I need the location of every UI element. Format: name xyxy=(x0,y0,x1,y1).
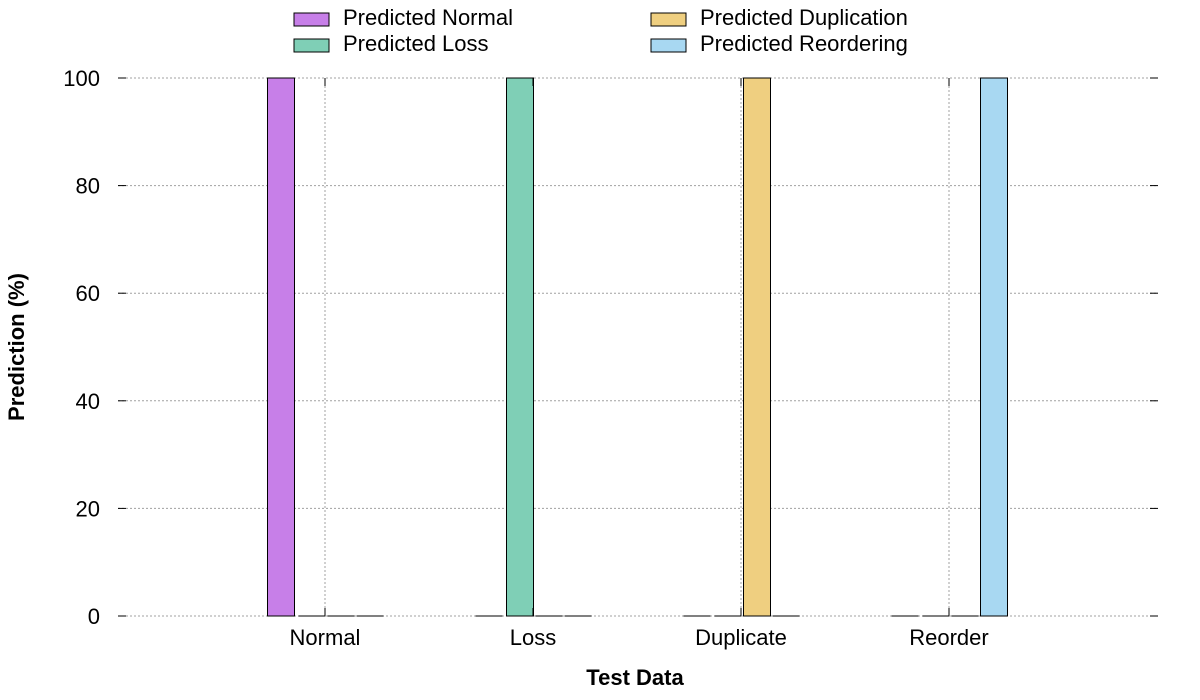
x-tick-labels: Normal Loss Duplicate Reorder xyxy=(290,625,989,650)
y-tick-label: 20 xyxy=(76,496,100,521)
legend-label: Predicted Duplication xyxy=(700,5,908,30)
y-tick-label: 0 xyxy=(88,604,100,629)
y-tick-label: 40 xyxy=(76,389,100,414)
legend-swatch xyxy=(650,38,687,53)
y-tick-labels: 0 20 40 60 80 100 xyxy=(63,66,100,629)
x-tick-label: Normal xyxy=(290,625,361,650)
legend-swatch xyxy=(650,12,687,27)
y-tick-label: 100 xyxy=(63,66,100,91)
bar-predicted-reordering-reorder xyxy=(980,77,1008,617)
axes-group xyxy=(118,77,1158,617)
x-tick-label: Duplicate xyxy=(695,625,787,650)
y-axis-title: Prediction (%) xyxy=(4,273,29,421)
bar-predicted-duplication-duplicate xyxy=(743,77,771,617)
y-tick-label: 80 xyxy=(76,174,100,199)
x-tick-label: Reorder xyxy=(909,625,988,650)
bars-group xyxy=(267,77,1008,617)
legend-swatch xyxy=(293,12,330,27)
x-axis-title: Test Data xyxy=(586,665,684,690)
legend-swatch xyxy=(293,38,330,53)
legend-label: Predicted Normal xyxy=(343,5,513,30)
legend-label: Predicted Loss xyxy=(343,31,489,56)
x-tick-label: Loss xyxy=(510,625,556,650)
y-tick-label: 60 xyxy=(76,281,100,306)
bar-predicted-loss-loss xyxy=(506,77,534,617)
bar-predicted-normal-normal xyxy=(267,77,295,617)
legend-label: Predicted Reordering xyxy=(700,31,908,56)
